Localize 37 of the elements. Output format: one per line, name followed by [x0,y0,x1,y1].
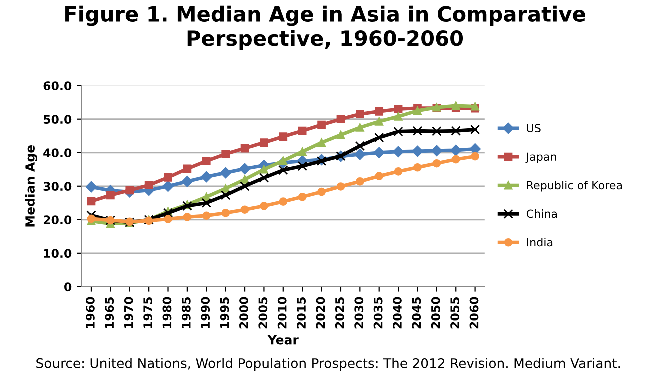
x-tick-label: 1990 [201,297,210,328]
source-note: Source: United Nations, World Population Prospects: The 2012 Revision. Medium Variant. [36,358,620,371]
x-tick-label: 2030 [354,297,364,329]
x-tick-label: 2020 [316,297,326,329]
legend-label: US [527,124,541,133]
legend-label: India [527,238,553,247]
x-tick-label: 2005 [258,297,268,329]
x-tick-label: 1970 [124,297,134,328]
y-tick-label: 50.0 [44,115,72,124]
x-tick-label: 2010 [278,297,287,329]
y-tick-label: 40.0 [44,148,72,158]
x-tick-label: 2025 [335,297,344,329]
y-tick-label: 10.0 [44,249,72,258]
legend-label: China [526,210,558,218]
y-tick-label: 0 [64,282,72,292]
x-tick-label: 1985 [182,297,191,328]
x-axis-title: Year [268,335,299,345]
y-tick-label: 20.0 [44,216,72,225]
x-tick-label: 2045 [412,297,422,329]
x-tick-label: 2040 [393,297,402,329]
x-tick-label: 1975 [144,297,152,328]
x-tick-label: 2060 [470,297,479,329]
y-tick-label: 60.0 [44,82,72,90]
x-tick-label: 1960 [86,297,95,328]
x-tick-label: 1980 [162,297,172,328]
x-tick-label: 2000 [240,297,248,329]
legend-label: Republic of Korea [527,181,622,192]
x-tick-label: 1995 [220,297,230,328]
x-tick-label: 2015 [297,297,306,329]
y-axis-title: Median Age [25,146,38,227]
chart-title: Figure 1. Median Age in Asia in Comparative Perspective, 1960-2060 [66,6,586,50]
x-tick-label: 1965 [105,297,114,328]
x-tick-label: 2035 [374,297,383,329]
x-tick-label: 2050 [431,297,440,329]
x-tick-label: 2055 [450,297,460,329]
y-tick-label: 30.0 [44,182,72,192]
legend-label: Japan [526,152,556,164]
